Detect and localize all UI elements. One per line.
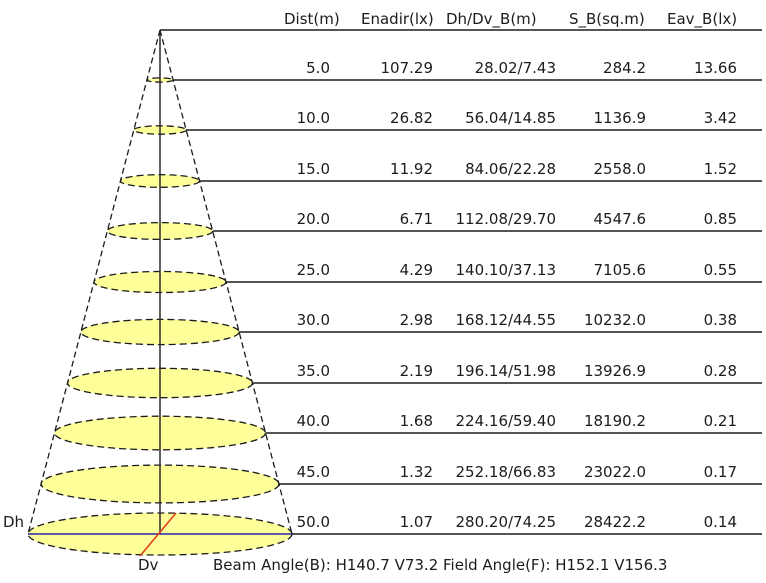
table-row: 10.0 26.82 56.04/14.85 1136.9 3.42 — [0, 109, 766, 128]
sb-value: 23022.0 — [583, 463, 646, 481]
col-header-sb: S_B(sq.m) — [569, 10, 645, 28]
dh-axis-label: Dh — [3, 513, 25, 531]
table-row: 25.0 4.29 140.10/37.13 7105.6 0.55 — [0, 261, 766, 280]
sb-value: 1136.9 — [593, 109, 647, 127]
dhdv-value: 28.02/7.43 — [474, 59, 556, 77]
sb-value: 18190.2 — [583, 412, 646, 430]
dist-value: 20.0 — [296, 210, 330, 228]
col-header-dist: Dist(m) — [284, 10, 340, 28]
eav-value: 3.42 — [703, 109, 737, 127]
col-header-eav: Eav_B(lx) — [667, 10, 738, 28]
table-row: 35.0 2.19 196.14/51.98 13926.9 0.28 — [0, 362, 766, 381]
table-row: 20.0 6.71 112.08/29.70 4547.6 0.85 — [0, 210, 766, 229]
dist-value: 5.0 — [306, 59, 330, 77]
sb-value: 13926.9 — [583, 362, 646, 380]
enadir-value: 107.29 — [380, 59, 434, 77]
dv-axis-line — [139, 512, 177, 557]
eav-value: 0.14 — [703, 513, 737, 531]
dhdv-value: 140.10/37.13 — [455, 261, 556, 279]
dhdv-value: 196.14/51.98 — [455, 362, 556, 380]
eav-value: 13.66 — [694, 59, 737, 77]
enadir-value: 6.71 — [399, 210, 433, 228]
eav-value: 0.85 — [703, 210, 737, 228]
sb-value: 2558.0 — [593, 160, 647, 178]
sb-value: 10232.0 — [583, 311, 646, 329]
dist-value: 40.0 — [296, 412, 330, 430]
eav-value: 0.38 — [703, 311, 737, 329]
enadir-value: 1.07 — [399, 513, 433, 531]
dhdv-value: 56.04/14.85 — [465, 109, 556, 127]
dist-value: 50.0 — [296, 513, 330, 531]
dist-value: 10.0 — [296, 109, 330, 127]
table-row: 40.0 1.68 224.16/59.40 18190.2 0.21 — [0, 412, 766, 431]
enadir-value: 2.98 — [399, 311, 433, 329]
enadir-value: 26.82 — [390, 109, 433, 127]
dv-axis-label: Dv — [138, 556, 159, 574]
eav-value: 0.55 — [703, 261, 737, 279]
beam-field-angle-text: Beam Angle(B): H140.7 V73.2 Field Angle(… — [213, 556, 668, 574]
sb-value: 7105.6 — [593, 261, 647, 279]
enadir-value: 1.32 — [399, 463, 433, 481]
dist-value: 35.0 — [296, 362, 330, 380]
table-row: 5.0 107.29 28.02/7.43 284.2 13.66 — [0, 59, 766, 78]
cone-left-edge — [27, 29, 161, 535]
dhdv-value: 252.18/66.83 — [455, 463, 556, 481]
sb-value: 284.2 — [603, 59, 646, 77]
dhdv-value: 224.16/59.40 — [455, 412, 556, 430]
dhdv-value: 168.12/44.55 — [455, 311, 556, 329]
eav-value: 0.28 — [703, 362, 737, 380]
dist-value: 25.0 — [296, 261, 330, 279]
table-row: 30.0 2.98 168.12/44.55 10232.0 0.38 — [0, 311, 766, 330]
col-header-enadir: Enadir(lx) — [361, 10, 434, 28]
dhdv-value: 112.08/29.70 — [455, 210, 556, 228]
dist-value: 30.0 — [296, 311, 330, 329]
dist-value: 45.0 — [296, 463, 330, 481]
table-row: 50.0 1.07 280.20/74.25 28422.2 0.14 — [0, 513, 766, 532]
eav-value: 0.21 — [703, 412, 737, 430]
sb-value: 28422.2 — [583, 513, 646, 531]
dhdv-value: 280.20/74.25 — [455, 513, 556, 531]
eav-value: 0.17 — [703, 463, 737, 481]
dhdv-value: 84.06/22.28 — [465, 160, 556, 178]
sb-value: 4547.6 — [593, 210, 647, 228]
table-row: 15.0 11.92 84.06/22.28 2558.0 1.52 — [0, 160, 766, 179]
dist-value: 15.0 — [296, 160, 330, 178]
enadir-value: 4.29 — [399, 261, 433, 279]
enadir-value: 11.92 — [390, 160, 433, 178]
table-row: 45.0 1.32 252.18/66.83 23022.0 0.17 — [0, 463, 766, 482]
col-header-dhdv: Dh/Dv_B(m) — [446, 10, 537, 28]
eav-value: 1.52 — [703, 160, 737, 178]
enadir-value: 1.68 — [399, 412, 433, 430]
enadir-value: 2.19 — [399, 362, 433, 380]
